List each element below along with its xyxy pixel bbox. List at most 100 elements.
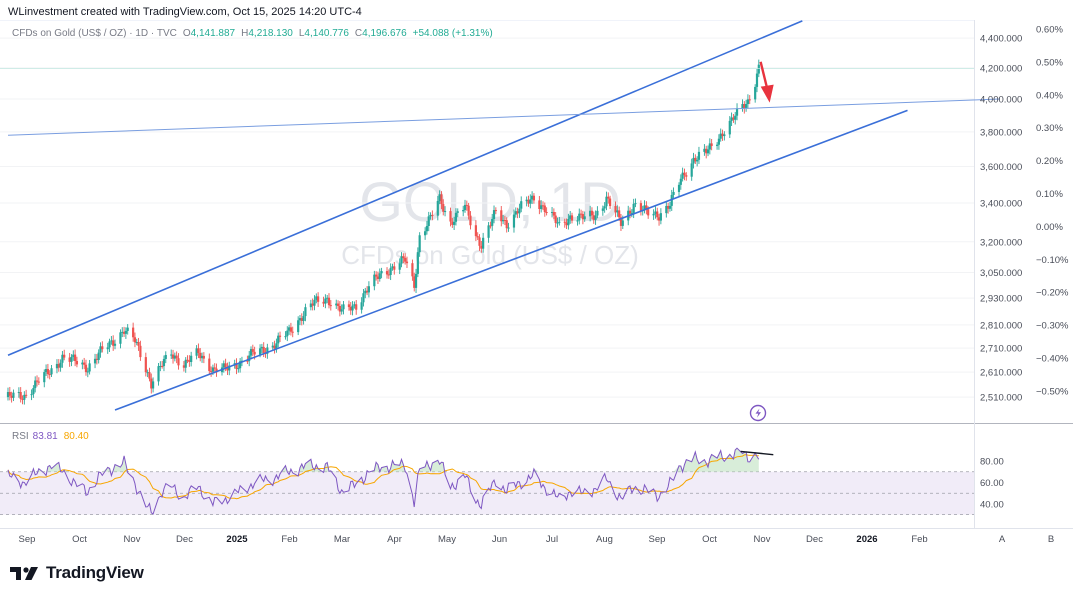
drawings[interactable] (7, 20, 1001, 411)
open-value: 4,141.887 (190, 28, 236, 39)
candle-body (19, 392, 22, 399)
candle-body (309, 303, 312, 308)
percent-tick-label: 0.60% (1036, 25, 1063, 36)
candle-body (492, 210, 496, 219)
candle-body (567, 218, 570, 226)
candle-body (273, 345, 276, 349)
candle-body (723, 134, 726, 137)
symbol-name: CFDs on Gold (US$ / OZ) · 1D · TVC (12, 28, 177, 39)
tradingview-logo[interactable]: TradingView (10, 563, 144, 583)
candle-body (681, 172, 684, 179)
candle-body (745, 104, 748, 109)
candle-body (235, 363, 238, 369)
rsi-line (7, 447, 760, 515)
candle-body (543, 205, 546, 213)
candle-body (616, 210, 619, 213)
candle-body (563, 221, 566, 223)
candle-body (708, 143, 711, 150)
candle-body (249, 349, 253, 356)
percent-tick-label: −0.10% (1036, 255, 1069, 266)
candle-body (719, 133, 722, 139)
rsi-divergence-line[interactable] (740, 450, 774, 456)
high-value: 4,218.130 (248, 28, 293, 39)
candle-body (463, 204, 467, 211)
price-axis[interactable]: 4,400.000 4,200.000 4,000.000 3,800.000 3,60… (980, 34, 1022, 404)
candle-body (503, 219, 507, 221)
channel-upper-line[interactable] (7, 20, 803, 356)
channel-lower-line[interactable] (114, 109, 908, 411)
candle-body (436, 200, 439, 216)
percent-tick-label: 0.00% (1036, 222, 1063, 233)
candle-body (489, 225, 492, 227)
candle-body (746, 99, 750, 105)
candle-body (43, 372, 46, 383)
candle-body (260, 346, 263, 349)
candle-body (717, 138, 721, 145)
time-tick-label: Jun (492, 534, 507, 545)
candle-body (668, 205, 672, 209)
price-tick-label: 4,400.000 (980, 34, 1022, 45)
percent-tick-label: 0.20% (1036, 156, 1063, 167)
arrow-head[interactable] (760, 84, 774, 103)
price-tick-label: 3,400.000 (980, 199, 1022, 210)
candle-body (728, 120, 731, 135)
price-tick-label: 2,710.000 (980, 344, 1022, 355)
candle-body (146, 372, 149, 374)
candle-body (697, 151, 701, 160)
horizontal-trendline-line[interactable] (7, 98, 1001, 136)
candle-body (275, 343, 278, 349)
candle-body (416, 252, 419, 274)
candle-body (594, 215, 597, 220)
price-tick-label: 2,610.000 (980, 368, 1022, 379)
alert-icon[interactable] (749, 404, 767, 422)
candle-body (338, 305, 341, 312)
candle-body (50, 368, 53, 375)
log-scale-button[interactable]: B (1048, 534, 1054, 545)
percent-tick-label: −0.40% (1036, 354, 1069, 365)
candle-body (387, 274, 390, 276)
candle-body (545, 212, 548, 214)
candle-body (505, 220, 508, 229)
low-label: L (298, 28, 305, 39)
candle-body (365, 290, 369, 293)
candle-body (335, 303, 338, 306)
price-tick-label: 3,200.000 (980, 237, 1022, 248)
percent-tick-label: 0.30% (1036, 123, 1063, 134)
candle-body (672, 191, 675, 195)
candle-body (74, 354, 77, 362)
candle-body (184, 359, 187, 368)
candle-body (529, 199, 532, 204)
candle-body (228, 365, 231, 371)
auto-scale-button[interactable]: A (999, 534, 1006, 545)
candle-body (23, 394, 26, 400)
candle-body (30, 394, 33, 396)
price-tick-label: 3,800.000 (980, 127, 1022, 138)
candle-body (512, 214, 516, 228)
candle-body (119, 332, 122, 344)
candle-body (478, 237, 481, 246)
candle-body (200, 355, 204, 359)
candle-body (443, 211, 447, 213)
candle-body (190, 355, 193, 363)
candle-body (175, 355, 178, 359)
candle-body (518, 208, 521, 214)
candle-body (159, 365, 162, 367)
candle-body (32, 388, 35, 395)
candle-body (150, 378, 153, 389)
candle-body (367, 286, 370, 293)
rsi-pane: 80.00 60.00 40.00 (0, 447, 1004, 516)
candle-body (556, 222, 559, 224)
candle-body (97, 352, 100, 360)
candle-body (757, 64, 760, 74)
candle-body (601, 208, 604, 211)
candle-body (735, 108, 739, 116)
candle-body (133, 337, 137, 343)
price-tick-label: 4,200.000 (980, 63, 1022, 74)
candle-body (215, 368, 218, 373)
candle-body (603, 206, 606, 209)
time-axis[interactable]: Sep Oct Nov Dec 2025 Feb Mar Apr May Jun Jul Aug Sep… (19, 534, 928, 545)
candle-body (754, 86, 757, 100)
candle-body (449, 211, 452, 222)
candle-body (565, 222, 568, 226)
